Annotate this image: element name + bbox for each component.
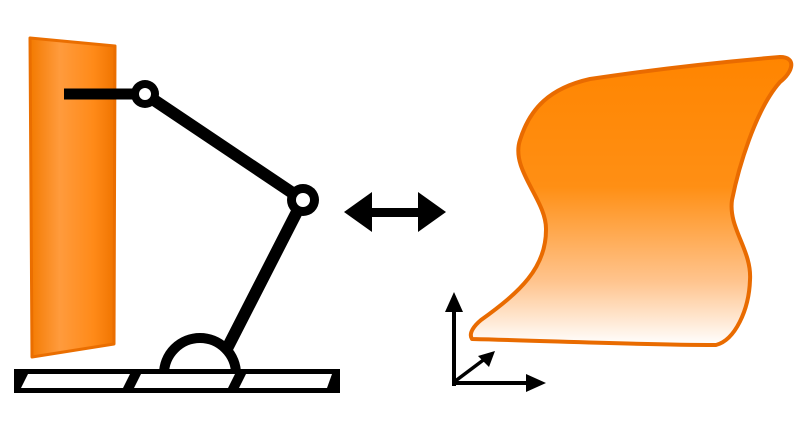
rail-slot-2: [134, 374, 235, 388]
left-panel-shape: [28, 36, 117, 359]
curved-surface-shape: [468, 55, 794, 347]
elbow-joint-center: [296, 193, 310, 207]
rail-slot-1: [21, 374, 130, 388]
robot-arm: [64, 80, 319, 380]
base-dome: [159, 333, 241, 379]
left-panel: [28, 36, 117, 359]
rail-slot-3: [239, 374, 332, 388]
upper-link: [139, 88, 309, 206]
base-rail: [14, 369, 340, 393]
shoulder-joint-center: [139, 88, 151, 100]
axes-icon: [445, 292, 546, 392]
double-arrow-icon: [344, 192, 446, 232]
curved-surface: [468, 55, 794, 347]
